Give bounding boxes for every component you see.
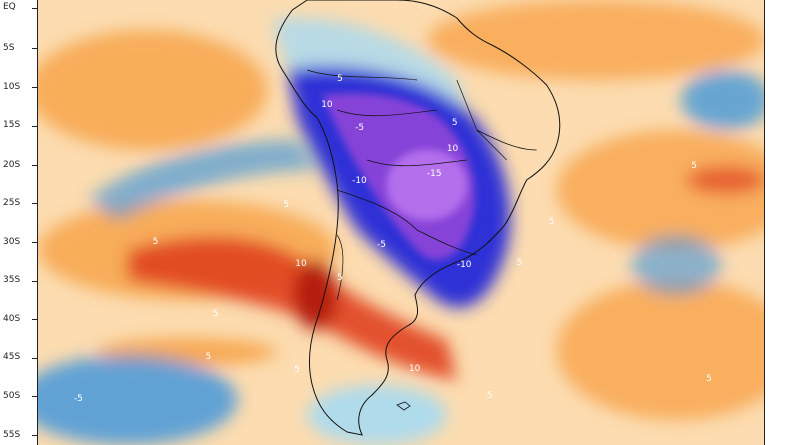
contour-label: 5 xyxy=(213,309,219,319)
lat-label-45s: 45S xyxy=(3,352,21,362)
warm-band-red xyxy=(127,236,457,380)
contour-label: 5 xyxy=(283,200,289,210)
contour-label: -5 xyxy=(74,394,83,404)
contour-label: 5 xyxy=(294,365,300,375)
cold-core-shading xyxy=(322,93,475,260)
lat-tick-mark xyxy=(32,281,37,282)
cool-band-pacific xyxy=(87,140,318,220)
lat-tick-mark xyxy=(32,396,37,397)
contour-label: 5 xyxy=(153,237,159,247)
contour-label: 5 xyxy=(549,217,555,227)
warm-zone-northeast xyxy=(426,0,764,80)
latitude-axis: EQ 5S 10S 15S 20S 25S 30S 35S 40S 45S 50… xyxy=(0,0,37,445)
lat-label-25s: 25S xyxy=(3,198,21,208)
lat-tick-mark xyxy=(32,8,37,9)
south-america-coastline xyxy=(275,0,561,436)
contour-label: 10 xyxy=(295,259,307,269)
warm-zone-northwest xyxy=(38,30,268,150)
warm-core-darkred xyxy=(293,260,338,330)
contour-label: 5 xyxy=(337,74,343,84)
lat-label-55s: 55S xyxy=(3,430,21,440)
right-margin xyxy=(765,0,800,445)
lat-tick-mark xyxy=(32,165,37,166)
contour-label: 10 xyxy=(447,144,459,154)
lat-label-40s: 40S xyxy=(3,314,21,324)
lat-tick-mark xyxy=(32,87,37,88)
lat-label-50s: 50S xyxy=(3,391,21,401)
cool-zone-atlantic xyxy=(631,235,722,295)
country-borders xyxy=(307,69,537,301)
lat-tick-mark xyxy=(32,126,37,127)
lat-tick-mark xyxy=(32,48,37,49)
contour-label: 10 xyxy=(321,100,333,110)
contour-labels: 5 5 10 10 -5 -5 -10 -10 -15 5 5 5 5 10 5… xyxy=(74,74,712,404)
contour-label: 5 xyxy=(517,258,523,268)
lat-tick-mark xyxy=(32,319,37,320)
warm-zone-east xyxy=(556,130,764,250)
lat-label-35s: 35S xyxy=(3,275,21,285)
lat-tick-mark xyxy=(32,435,37,436)
contour-label: -10 xyxy=(352,176,367,186)
cool-zone-south xyxy=(307,385,447,445)
lat-label-eq: EQ xyxy=(3,2,16,12)
lat-tick-mark xyxy=(32,358,37,359)
lat-label-20s: 20S xyxy=(3,160,21,170)
lat-tick-mark xyxy=(32,203,37,204)
cold-outbreak-light xyxy=(272,18,467,110)
lat-label-5s: 5S xyxy=(3,43,15,53)
cool-zone-southwest xyxy=(38,355,238,445)
contour-label: 5 xyxy=(206,352,212,362)
warm-zone-southeast xyxy=(556,280,764,420)
temperature-anomaly-map: 5 5 10 10 -5 -5 -10 -10 -15 5 5 5 5 10 5… xyxy=(37,0,765,445)
contour-label: -5 xyxy=(377,240,386,250)
contour-label: 5 xyxy=(452,118,458,128)
lat-label-10s: 10S xyxy=(3,82,21,92)
contour-label: 5 xyxy=(487,391,493,401)
contour-label: 5 xyxy=(691,161,697,171)
cold-core-violet xyxy=(387,150,467,220)
contour-label: 5 xyxy=(337,273,343,283)
contour-label: 5 xyxy=(706,374,712,384)
lat-tick-mark xyxy=(32,242,37,243)
island-marker xyxy=(396,401,411,411)
contour-label: 10 xyxy=(409,364,421,374)
contour-label: -15 xyxy=(427,169,442,179)
contour-label: -10 xyxy=(457,260,472,270)
lat-label-30s: 30S xyxy=(3,237,21,247)
cool-zone-east xyxy=(681,70,764,130)
warm-zone-east-red xyxy=(686,166,764,194)
lat-label-15s: 15S xyxy=(3,120,21,130)
contour-label: -5 xyxy=(355,123,364,133)
